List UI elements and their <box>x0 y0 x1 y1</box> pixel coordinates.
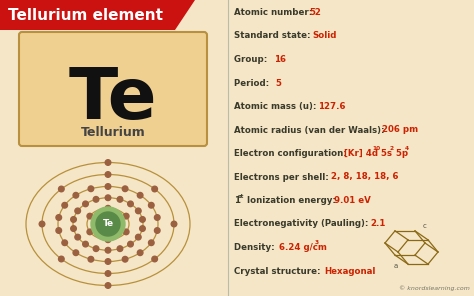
Text: Electrons per shell:: Electrons per shell: <box>234 173 332 181</box>
Text: Solid: Solid <box>312 31 337 41</box>
Text: Electronegativity (Pauling):: Electronegativity (Pauling): <box>234 220 371 229</box>
Text: a: a <box>394 263 398 269</box>
Circle shape <box>155 215 160 220</box>
Circle shape <box>117 197 123 202</box>
Circle shape <box>58 186 64 192</box>
Circle shape <box>93 197 99 202</box>
Circle shape <box>155 228 160 233</box>
Text: Crystal structure:: Crystal structure: <box>234 266 323 276</box>
Circle shape <box>93 246 99 252</box>
Circle shape <box>128 241 133 247</box>
Circle shape <box>91 207 125 241</box>
Circle shape <box>122 186 128 192</box>
Text: 127.6: 127.6 <box>318 102 346 111</box>
Circle shape <box>123 229 129 235</box>
Text: Tellurium: Tellurium <box>81 126 146 139</box>
Circle shape <box>105 247 111 253</box>
Text: 5: 5 <box>275 78 281 88</box>
Text: Standard state:: Standard state: <box>234 31 313 41</box>
Circle shape <box>123 213 129 219</box>
Circle shape <box>105 283 111 288</box>
Circle shape <box>56 228 62 233</box>
Text: 2, 8, 18, 18, 6: 2, 8, 18, 18, 6 <box>331 173 399 181</box>
Text: 2.1: 2.1 <box>370 220 385 229</box>
Circle shape <box>122 256 128 262</box>
Text: 3: 3 <box>315 240 319 245</box>
Circle shape <box>105 259 111 264</box>
Text: 1: 1 <box>234 196 240 205</box>
Text: Period:: Period: <box>234 78 272 88</box>
Text: Te: Te <box>69 65 157 134</box>
Text: 9.01 eV: 9.01 eV <box>334 196 371 205</box>
Text: 6.24 g/cm: 6.24 g/cm <box>279 243 327 252</box>
Circle shape <box>96 212 120 236</box>
Circle shape <box>148 240 154 246</box>
Text: Atomic number:: Atomic number: <box>234 8 315 17</box>
Circle shape <box>152 256 157 262</box>
Text: Group:: Group: <box>234 55 270 64</box>
Text: st: st <box>238 194 245 199</box>
Circle shape <box>88 256 94 262</box>
Text: 2: 2 <box>390 147 394 152</box>
Circle shape <box>105 172 111 177</box>
Text: 4: 4 <box>405 147 409 152</box>
Circle shape <box>75 234 81 240</box>
Circle shape <box>152 186 157 192</box>
Text: c: c <box>423 223 427 229</box>
Circle shape <box>62 202 67 208</box>
Circle shape <box>88 186 94 192</box>
Circle shape <box>58 256 64 262</box>
Text: Density:: Density: <box>234 243 278 252</box>
Text: 10: 10 <box>372 147 380 152</box>
Circle shape <box>171 221 177 227</box>
Circle shape <box>136 234 141 240</box>
Circle shape <box>73 250 79 255</box>
Circle shape <box>87 229 92 235</box>
Circle shape <box>137 250 143 255</box>
FancyBboxPatch shape <box>19 32 207 146</box>
Text: Atomic mass (u):: Atomic mass (u): <box>234 102 319 111</box>
Circle shape <box>105 195 111 201</box>
Text: Hexagonal: Hexagonal <box>324 266 375 276</box>
Text: 5p: 5p <box>393 149 408 158</box>
Text: © knordslearning.com: © knordslearning.com <box>399 285 470 291</box>
Polygon shape <box>0 0 195 30</box>
Text: [Kr] 4d: [Kr] 4d <box>344 149 378 158</box>
Circle shape <box>87 213 92 219</box>
Text: Te: Te <box>102 220 114 229</box>
Text: 52: 52 <box>309 8 321 17</box>
Text: Electron configuration:: Electron configuration: <box>234 149 350 158</box>
Circle shape <box>117 246 123 252</box>
Circle shape <box>73 192 79 198</box>
Text: Atomic radius (van der Waals):: Atomic radius (van der Waals): <box>234 126 388 134</box>
Circle shape <box>105 205 111 211</box>
Circle shape <box>82 201 88 207</box>
Circle shape <box>56 215 62 220</box>
Text: Ionization energy:: Ionization energy: <box>244 196 338 205</box>
Circle shape <box>136 208 141 214</box>
Circle shape <box>105 160 111 165</box>
Text: 5s: 5s <box>378 149 392 158</box>
Circle shape <box>75 208 81 214</box>
Circle shape <box>148 202 154 208</box>
Circle shape <box>62 240 67 246</box>
Circle shape <box>137 192 143 198</box>
Circle shape <box>105 237 111 242</box>
Text: Tellurium element: Tellurium element <box>8 7 163 22</box>
Circle shape <box>71 226 76 231</box>
Circle shape <box>105 184 111 189</box>
Circle shape <box>71 217 76 222</box>
Circle shape <box>82 241 88 247</box>
Text: 16: 16 <box>274 55 286 64</box>
Circle shape <box>140 226 145 231</box>
Circle shape <box>128 201 133 207</box>
Text: 206 pm: 206 pm <box>382 126 418 134</box>
Circle shape <box>39 221 45 227</box>
Circle shape <box>105 271 111 276</box>
Circle shape <box>140 217 145 222</box>
